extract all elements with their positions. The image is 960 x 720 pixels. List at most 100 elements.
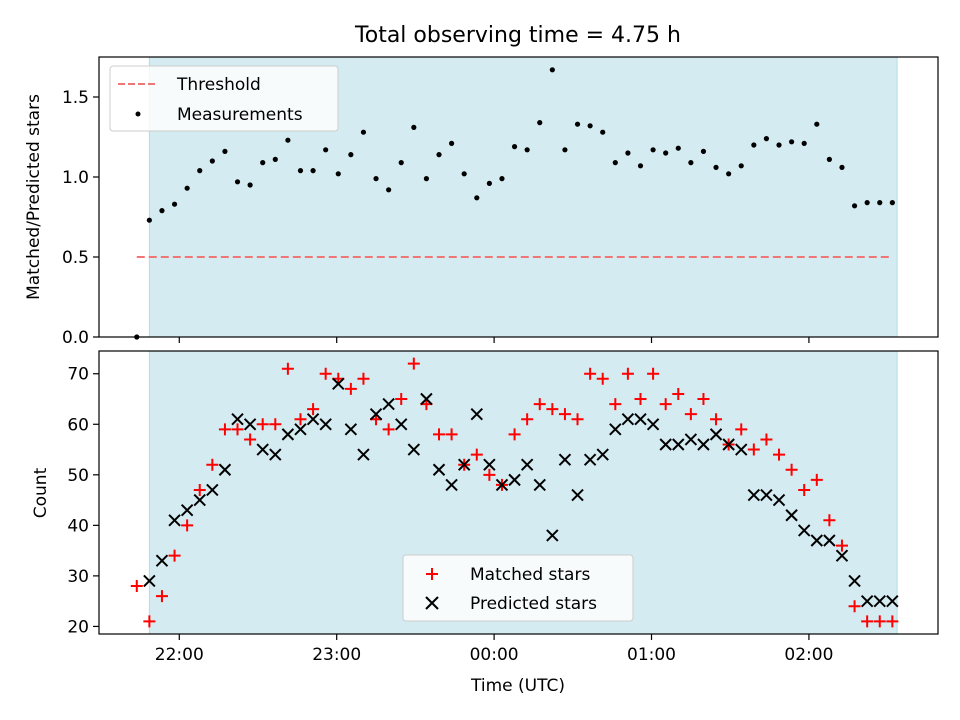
bottom-ylabel: Count xyxy=(31,467,51,518)
matched-stars-point xyxy=(281,362,294,375)
predicted-stars-point xyxy=(646,418,660,431)
top-legend: Threshold Measurements xyxy=(109,65,339,132)
measurements-point xyxy=(562,147,568,153)
predicted-stars-point xyxy=(873,594,886,608)
top-ytick-label: 1.0 xyxy=(62,168,89,188)
threshold-legend-label: Threshold xyxy=(176,75,261,95)
measurements-point xyxy=(839,164,845,170)
matched-stars-point xyxy=(873,615,886,628)
matched-stars-point xyxy=(307,403,320,416)
predicted-legend-label: Predicted stars xyxy=(470,594,597,614)
measurements-point xyxy=(600,129,606,135)
matched-stars-point xyxy=(798,483,811,496)
measurements-point xyxy=(663,150,669,156)
predicted-stars-point xyxy=(621,413,635,426)
measurements-point xyxy=(297,168,304,174)
top-ylabel: Matched/Predicted stars xyxy=(24,94,44,300)
predicted-stars-point xyxy=(659,438,672,451)
measurements-point xyxy=(423,176,430,182)
matched-stars-point xyxy=(810,473,823,486)
measurements-point xyxy=(486,180,492,186)
matched-stars-point xyxy=(433,428,446,441)
measurements-point xyxy=(159,208,165,214)
predicted-legend-swatch xyxy=(425,596,439,610)
predicted-stars-point xyxy=(357,448,370,461)
top-ytick-label: 1.5 xyxy=(62,88,89,108)
measurements-point xyxy=(713,164,719,170)
predicted-stars-point xyxy=(206,483,219,497)
measurements-point xyxy=(700,148,707,154)
bottom-ytick-label: 50 xyxy=(67,466,89,486)
matched-stars-point xyxy=(848,600,861,613)
matched-legend-label: Matched stars xyxy=(470,565,590,585)
predicted-stars-point xyxy=(823,534,836,547)
predicted-stars-point xyxy=(420,392,433,406)
predicted-stars-point xyxy=(835,549,849,562)
predicted-stars-point xyxy=(294,423,307,436)
matched-stars-point xyxy=(231,423,244,436)
measurements-point xyxy=(285,137,291,143)
measurements-point xyxy=(272,156,278,162)
matched-stars-point xyxy=(659,398,672,411)
matched-stars-point xyxy=(823,514,836,527)
matched-stars-point xyxy=(747,443,760,456)
measurements-point xyxy=(474,195,480,201)
top-ytick-label: 0.0 xyxy=(62,328,89,348)
matched-stars-point xyxy=(861,615,874,628)
matched-stars-point xyxy=(256,418,269,431)
matched-stars-point xyxy=(181,519,194,532)
matched-stars-point xyxy=(521,413,534,426)
matched-stars-point xyxy=(684,408,697,421)
figure-title: Total observing time = 4.75 h xyxy=(354,23,681,48)
predicted-stars-point xyxy=(797,524,811,537)
predicted-stars-point xyxy=(432,463,446,476)
predicted-stars-point xyxy=(193,493,206,507)
predicted-stars-point xyxy=(772,493,786,507)
predicted-stars-point xyxy=(596,448,609,461)
bottom-ytick-label: 40 xyxy=(67,516,89,536)
predicted-stars-point xyxy=(697,438,710,451)
predicted-stars-point xyxy=(672,438,685,451)
predicted-stars-point xyxy=(785,509,798,522)
measurements-point xyxy=(323,147,329,153)
predicted-stars-point xyxy=(231,413,244,426)
matched-stars-point xyxy=(395,393,408,406)
matched-stars-point xyxy=(483,468,496,481)
measurements-point xyxy=(587,123,593,129)
bottom-legend-box xyxy=(402,554,634,622)
measurements-point xyxy=(574,121,581,127)
predicted-stars-point xyxy=(810,534,824,547)
predicted-stars-point xyxy=(760,488,773,502)
matched-stars-point xyxy=(193,483,206,496)
matched-stars-point xyxy=(609,398,622,411)
predicted-stars-point xyxy=(395,418,408,431)
matched-stars-point xyxy=(319,367,332,380)
matched-stars-point xyxy=(886,615,899,628)
matched-stars-point xyxy=(584,367,597,380)
predicted-stars-point xyxy=(684,433,698,446)
matched-stars-point xyxy=(206,458,219,471)
bottom-xtick-label: 23:00 xyxy=(312,645,361,665)
predicted-stars-point xyxy=(168,514,181,527)
matched-stars-point xyxy=(621,367,634,380)
measurements-point xyxy=(209,158,215,164)
measurements-point xyxy=(549,67,555,73)
matched-stars-point xyxy=(672,387,685,400)
measurements-point xyxy=(499,176,505,182)
predicted-stars-point xyxy=(470,407,483,421)
measurements-point xyxy=(537,120,543,126)
matched-stars-point xyxy=(344,382,357,395)
predicted-stars-point xyxy=(709,428,723,441)
measurements-point xyxy=(398,160,404,166)
measurements-point xyxy=(763,136,770,142)
predicted-stars-point xyxy=(483,458,496,471)
matched-stars-point xyxy=(710,413,723,426)
matched-legend-swatch xyxy=(426,568,438,580)
measurements-point xyxy=(688,160,694,166)
predicted-stars-point xyxy=(571,488,584,502)
bottom-ytick-label: 60 xyxy=(67,415,89,435)
matched-stars-point xyxy=(357,372,370,385)
matched-stars-point xyxy=(697,393,710,406)
measurements-point xyxy=(197,168,203,174)
